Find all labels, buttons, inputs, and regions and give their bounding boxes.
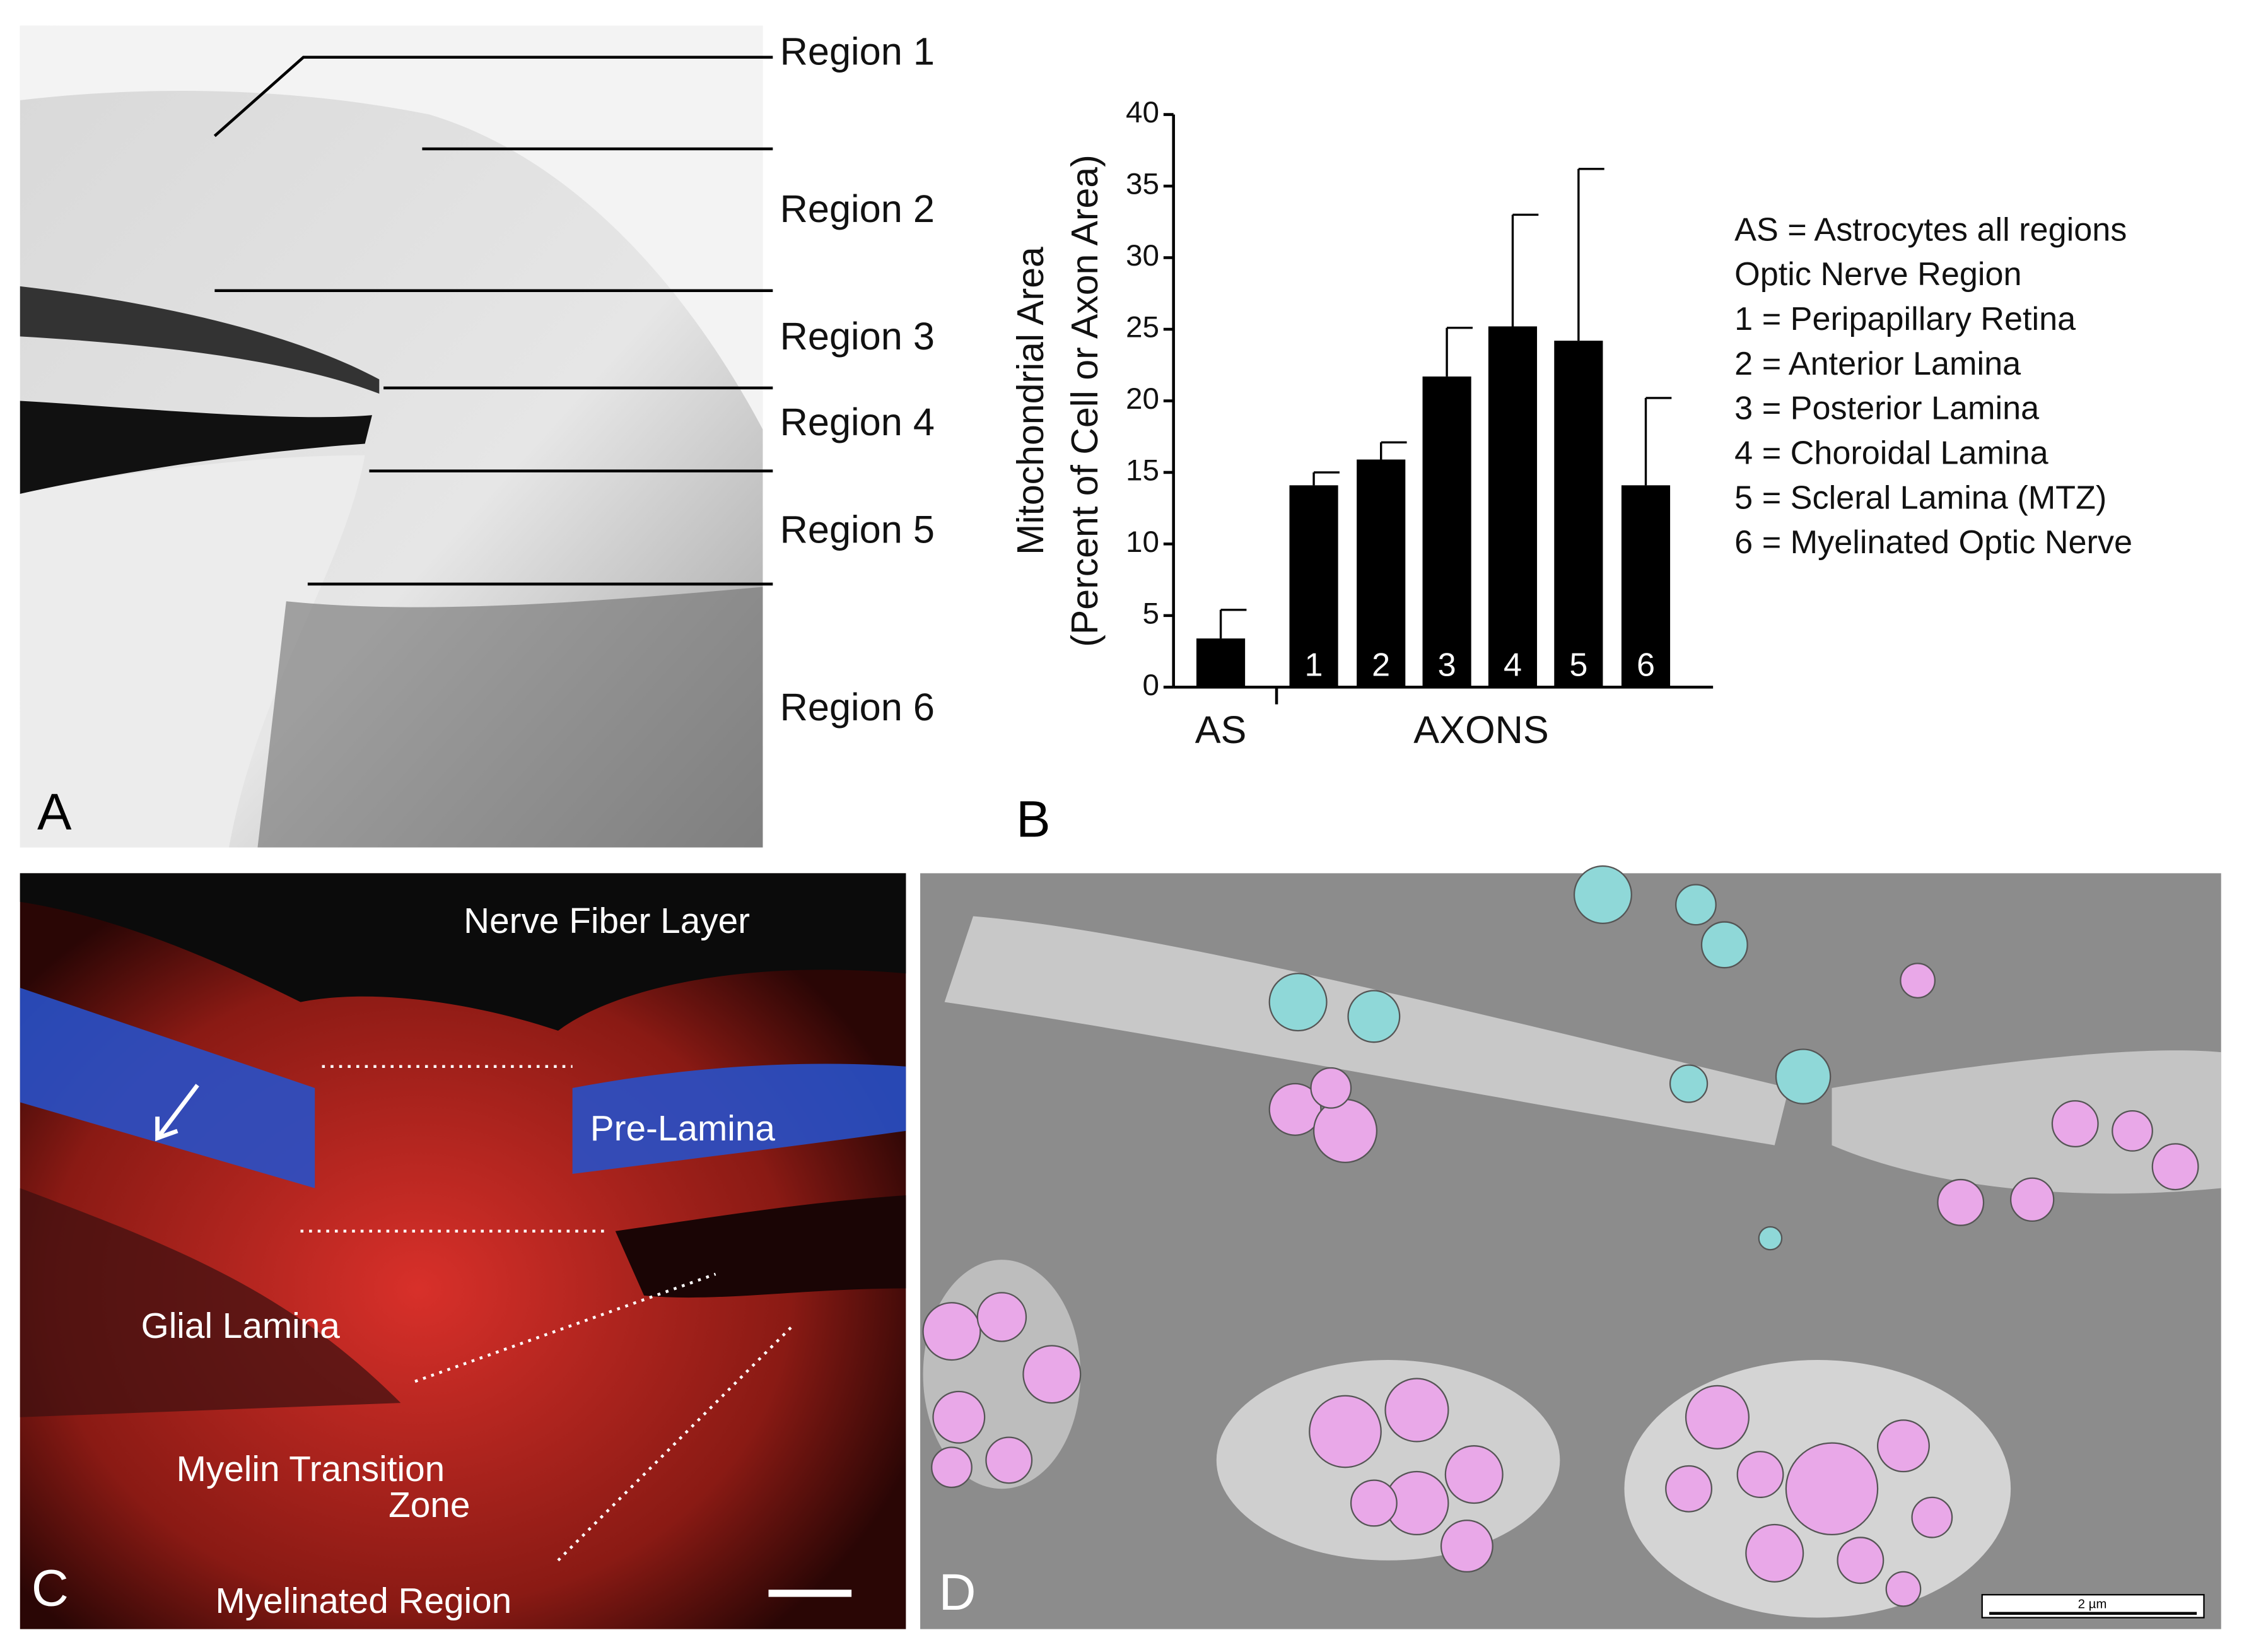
region-label: Region 6 bbox=[780, 686, 935, 729]
panel-d-image bbox=[920, 865, 2221, 1629]
y-axis-title: Mitochondrial Area bbox=[1010, 247, 1051, 555]
bar bbox=[1621, 485, 1671, 688]
region-annotation: Pre-Lamina bbox=[590, 1109, 776, 1149]
error-bar bbox=[1446, 327, 1473, 377]
bar bbox=[1422, 376, 1471, 688]
region-boundaries bbox=[300, 1065, 795, 1562]
region-annotation: Zone bbox=[389, 1485, 470, 1525]
panel-label: B bbox=[1016, 791, 1050, 848]
region-annotation: Nerve Fiber Layer bbox=[464, 901, 750, 941]
region-label: Region 3 bbox=[780, 315, 935, 358]
legend-line: 5 = Scleral Lamina (MTZ) bbox=[1734, 479, 2107, 516]
region-label: Region 1 bbox=[780, 30, 935, 73]
group-label: AXONS bbox=[1413, 708, 1548, 751]
y-tick-label: 0 bbox=[1142, 669, 1159, 702]
bar-label: 5 bbox=[1569, 647, 1587, 683]
error-bar bbox=[1380, 441, 1407, 460]
bar-label: 6 bbox=[1637, 647, 1655, 683]
region-annotation: Myelinated Region bbox=[215, 1581, 511, 1621]
scale-bar-label: 2 µm bbox=[2078, 1597, 2107, 1611]
panel-label: D bbox=[939, 1564, 976, 1621]
x-tick-label: AS bbox=[1195, 708, 1247, 751]
bar bbox=[1357, 459, 1406, 688]
y-tick-label: 20 bbox=[1126, 382, 1159, 416]
legend-line: 2 = Anterior Lamina bbox=[1734, 346, 2021, 382]
y-tick-label: 40 bbox=[1126, 96, 1159, 129]
y-tick-label: 35 bbox=[1126, 168, 1159, 201]
legend-line: 1 = Peripapillary Retina bbox=[1734, 301, 2076, 337]
error-bar bbox=[1577, 168, 1604, 341]
error-bar bbox=[1312, 471, 1340, 486]
bar-label: 1 bbox=[1305, 647, 1323, 683]
arrow bbox=[155, 1084, 199, 1142]
panel-label: A bbox=[37, 783, 72, 841]
legend-line: 4 = Choroidal Lamina bbox=[1734, 435, 2048, 471]
y-tick-label: 25 bbox=[1126, 311, 1159, 344]
error-bar bbox=[1219, 609, 1247, 639]
region-label: Region 5 bbox=[780, 508, 935, 551]
region-annotation: Glial Lamina bbox=[141, 1306, 341, 1346]
bar bbox=[1196, 638, 1246, 688]
region-annotation: Myelin Transition bbox=[177, 1450, 445, 1489]
region-label: Region 2 bbox=[780, 187, 935, 230]
bar bbox=[1289, 485, 1338, 688]
legend-line: 3 = Posterior Lamina bbox=[1734, 390, 2040, 427]
legend-line: Optic Nerve Region bbox=[1734, 256, 2021, 293]
error-bar bbox=[1511, 213, 1539, 327]
y-axis-title: (Percent of Cell or Axon Area) bbox=[1064, 155, 1106, 647]
y-tick-label: 5 bbox=[1142, 597, 1159, 630]
panel-c-image bbox=[20, 873, 906, 1629]
bar bbox=[1554, 341, 1603, 688]
y-tick-label: 30 bbox=[1126, 239, 1159, 272]
bar-label: 2 bbox=[1372, 647, 1390, 683]
bar bbox=[1488, 326, 1538, 688]
bar-label: 4 bbox=[1504, 647, 1522, 683]
y-tick-label: 15 bbox=[1126, 454, 1159, 488]
y-tick-label: 10 bbox=[1126, 525, 1159, 559]
panel-a-image bbox=[20, 25, 763, 848]
legend-line: AS = Astrocytes all regions bbox=[1734, 211, 2127, 248]
legend-line: 6 = Myelinated Optic Nerve bbox=[1734, 524, 2132, 561]
region-label: Region 4 bbox=[780, 401, 935, 443]
panel-label: C bbox=[32, 1559, 69, 1617]
error-bar bbox=[1644, 397, 1672, 486]
bar-label: 3 bbox=[1438, 647, 1456, 683]
region-leaders bbox=[213, 56, 773, 586]
